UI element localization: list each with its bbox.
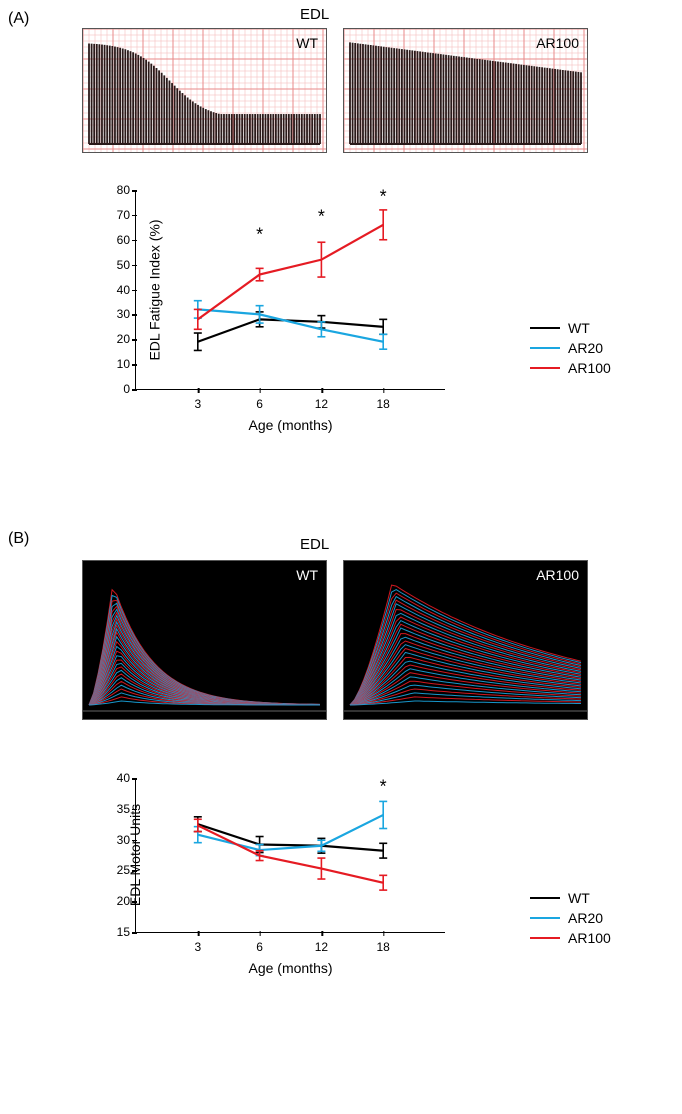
legend-swatch (530, 327, 560, 330)
panel-a-legend: WT AR20 AR100 (530, 320, 611, 380)
ytick: 70 (117, 208, 136, 222)
xtick: 12 (315, 389, 328, 411)
ytick: 0 (123, 382, 136, 396)
legend-item: AR20 (530, 910, 611, 926)
legend-swatch (530, 347, 560, 350)
legend-item: AR100 (530, 360, 611, 376)
legend-swatch (530, 917, 560, 920)
legend-swatch (530, 897, 560, 900)
panel-a-trace-wt: WT (82, 28, 327, 153)
ytick: 40 (117, 771, 136, 785)
significance-mark: * (380, 187, 387, 208)
trace-label-ar100: AR100 (536, 35, 579, 51)
ytick: 25 (117, 863, 136, 877)
ytick: 40 (117, 283, 136, 297)
panel-a-letter: (A) (8, 10, 29, 28)
legend-label: WT (568, 890, 590, 906)
ytick: 35 (117, 802, 136, 816)
chart-b-plot (136, 778, 445, 932)
legend-swatch (530, 937, 560, 940)
panel-b-legend: WT AR20 AR100 (530, 890, 611, 950)
xtick: 3 (194, 389, 201, 411)
significance-mark: * (380, 777, 387, 798)
chart-b-xlabel: Age (months) (248, 960, 332, 976)
xtick: 3 (194, 932, 201, 954)
panel-a-chart: EDL Fatigue Index (%) Age (months) 01020… (135, 190, 445, 390)
ytick: 60 (117, 233, 136, 247)
panel-b-subtitle: EDL (300, 536, 329, 553)
legend-item: WT (530, 890, 611, 906)
xtick: 6 (256, 389, 263, 411)
legend-label: AR20 (568, 340, 603, 356)
legend-label: AR100 (568, 930, 611, 946)
ytick: 15 (117, 925, 136, 939)
trace-label-ar100-b: AR100 (536, 567, 579, 583)
panel-b-trace-row: WT AR100 (82, 560, 588, 720)
panel-b-trace-wt: WT (82, 560, 327, 720)
significance-mark: * (318, 207, 325, 228)
ytick: 10 (117, 357, 136, 371)
chart-a-xlabel: Age (months) (248, 417, 332, 433)
panel-a-subtitle: EDL (300, 6, 329, 23)
legend-label: AR20 (568, 910, 603, 926)
ytick: 30 (117, 307, 136, 321)
panel-b-chart: EDL Motor Units Age (months) 15202530354… (135, 778, 445, 933)
panel-a-trace-ar100: AR100 (343, 28, 588, 153)
ytick: 20 (117, 332, 136, 346)
trace-label-wt-b: WT (296, 567, 318, 583)
chart-a-plot (136, 190, 445, 389)
ytick: 80 (117, 183, 136, 197)
legend-item: AR20 (530, 340, 611, 356)
panel-b-letter: (B) (8, 530, 29, 548)
xtick: 12 (315, 932, 328, 954)
legend-item: WT (530, 320, 611, 336)
panel-a-trace-row: WT AR100 (82, 28, 588, 153)
legend-swatch (530, 367, 560, 370)
panel-b-trace-ar100: AR100 (343, 560, 588, 720)
xtick: 18 (377, 389, 390, 411)
xtick: 18 (377, 932, 390, 954)
xtick: 6 (256, 932, 263, 954)
ytick: 50 (117, 258, 136, 272)
ytick: 20 (117, 894, 136, 908)
legend-item: AR100 (530, 930, 611, 946)
significance-mark: * (256, 224, 263, 245)
ytick: 30 (117, 833, 136, 847)
legend-label: WT (568, 320, 590, 336)
legend-label: AR100 (568, 360, 611, 376)
trace-label-wt: WT (296, 35, 318, 51)
